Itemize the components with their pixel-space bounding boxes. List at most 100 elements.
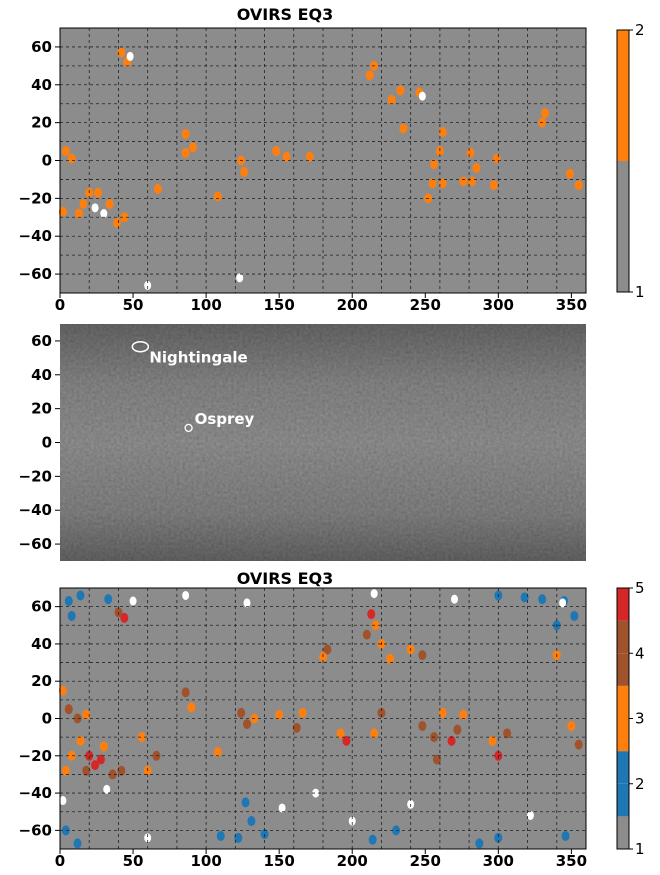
colorbar-frame bbox=[616, 29, 630, 293]
data-cell bbox=[67, 750, 76, 761]
panel-bottom-colorbar: 1 2 3 4 5 bbox=[616, 579, 645, 858]
data-cell bbox=[85, 750, 94, 761]
panel-top-plot-area bbox=[58, 27, 587, 294]
data-cell bbox=[323, 644, 332, 655]
data-cell bbox=[247, 816, 256, 827]
data-cell bbox=[418, 720, 427, 731]
data-cell bbox=[298, 707, 307, 718]
data-cell bbox=[305, 151, 314, 162]
x-tick-label: 250 bbox=[410, 852, 441, 870]
data-cell bbox=[541, 108, 550, 119]
colorbar-segment bbox=[617, 816, 629, 849]
colorbar-tick-label: 3 bbox=[635, 710, 645, 728]
nightingale-site-marker bbox=[131, 340, 150, 353]
data-cell bbox=[61, 825, 70, 836]
data-cell bbox=[108, 769, 117, 780]
data-cell bbox=[459, 176, 468, 187]
data-cell bbox=[99, 741, 108, 752]
data-cell bbox=[64, 596, 73, 607]
data-cell bbox=[216, 830, 225, 841]
data-cell bbox=[58, 685, 67, 696]
colorbar-tick-label: 1 bbox=[635, 283, 645, 301]
no-data-cell bbox=[103, 784, 111, 794]
x-tick-label: 150 bbox=[264, 852, 295, 870]
y-tick-label: 20 bbox=[31, 672, 52, 690]
data-cell bbox=[96, 754, 105, 765]
y-tick-label: 20 bbox=[31, 400, 52, 418]
data-cell bbox=[342, 735, 351, 746]
no-data-cell bbox=[59, 796, 67, 806]
colorbar-segment bbox=[617, 783, 629, 817]
x-tick-label: 200 bbox=[337, 296, 368, 314]
data-cell bbox=[520, 592, 529, 603]
data-cell bbox=[472, 163, 481, 174]
data-cell bbox=[377, 707, 386, 718]
osprey-site-marker bbox=[184, 423, 193, 433]
data-cell bbox=[61, 146, 70, 157]
y-tick-label: 0 bbox=[42, 152, 52, 170]
data-cell bbox=[565, 168, 574, 179]
colorbar-segment bbox=[617, 620, 629, 654]
data-cell bbox=[61, 765, 70, 776]
colorbar-tick-label: 1 bbox=[635, 840, 645, 858]
no-data-cell bbox=[100, 209, 108, 218]
data-cell bbox=[386, 653, 395, 664]
y-tick-label: −60 bbox=[19, 265, 52, 283]
data-cell bbox=[76, 590, 85, 601]
data-cell bbox=[117, 765, 126, 776]
data-cell bbox=[137, 732, 146, 743]
x-tick-label: 350 bbox=[556, 296, 587, 314]
data-cell bbox=[468, 176, 477, 187]
data-cell bbox=[574, 180, 583, 191]
colorbar-segment bbox=[617, 751, 629, 784]
panel-top-title: OVIRS EQ3 bbox=[237, 5, 334, 24]
colorbar-segment bbox=[617, 30, 629, 161]
data-cell bbox=[243, 719, 252, 730]
no-data-cell bbox=[91, 203, 99, 213]
panel-bottom-x-tick-labels: 0 50 100 150 200 250 300 350 bbox=[55, 849, 587, 870]
y-tick-label: −40 bbox=[19, 227, 52, 245]
x-tick-label: 50 bbox=[123, 852, 144, 870]
colorbar-tick-label: 4 bbox=[635, 644, 645, 662]
no-data-cell bbox=[278, 803, 286, 813]
y-tick-label: −20 bbox=[19, 747, 52, 765]
x-tick-label: 300 bbox=[483, 296, 514, 314]
data-cell bbox=[67, 153, 76, 164]
y-tick-label: −60 bbox=[19, 821, 52, 839]
data-cell bbox=[438, 707, 447, 718]
data-cell bbox=[292, 722, 301, 733]
colorbar-segment bbox=[617, 685, 629, 719]
y-tick-label: −60 bbox=[19, 535, 52, 553]
y-tick-label: −20 bbox=[19, 467, 52, 485]
no-data-cell bbox=[451, 594, 458, 604]
data-cell bbox=[79, 199, 88, 210]
panel-middle-annotations: Nightingale Osprey bbox=[131, 340, 255, 433]
data-cell bbox=[275, 709, 284, 720]
data-cell bbox=[73, 713, 82, 724]
no-data-cell bbox=[126, 51, 134, 61]
data-cell bbox=[82, 765, 91, 776]
panel-middle: 60 40 20 0 −20 −40 −60 Nightingale Osprey bbox=[19, 324, 586, 561]
y-tick-label: 0 bbox=[42, 710, 52, 728]
data-cell bbox=[362, 629, 371, 640]
osprey-label: Osprey bbox=[195, 410, 255, 428]
x-tick-label: 250 bbox=[410, 296, 441, 314]
data-cell bbox=[112, 217, 121, 228]
y-tick-label: 40 bbox=[31, 366, 52, 384]
data-cell bbox=[574, 739, 583, 750]
data-cell bbox=[73, 838, 82, 849]
panel-bottom-y-tick-labels: 60 40 20 0 −20 −40 −60 bbox=[19, 598, 60, 839]
data-cell bbox=[120, 212, 129, 223]
no-data-cell bbox=[559, 598, 567, 608]
data-cell bbox=[570, 610, 579, 621]
data-cell bbox=[120, 612, 129, 623]
colorbar-segment bbox=[617, 588, 629, 621]
data-cell bbox=[76, 735, 85, 746]
data-cell bbox=[336, 728, 345, 739]
panel-middle-y-tick-labels: 60 40 20 0 −20 −40 −60 bbox=[19, 332, 60, 553]
no-data-cell bbox=[144, 280, 152, 290]
x-tick-label: 150 bbox=[264, 296, 295, 314]
data-cell bbox=[466, 147, 475, 158]
